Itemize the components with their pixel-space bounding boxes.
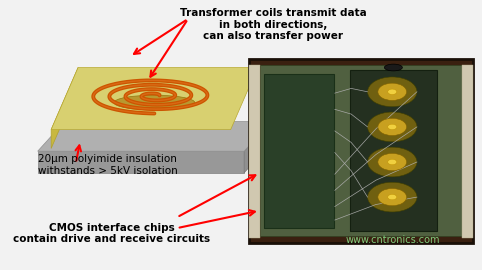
FancyBboxPatch shape	[249, 59, 473, 243]
FancyBboxPatch shape	[260, 65, 462, 236]
Text: CMOS interface chips
contain drive and receive circuits: CMOS interface chips contain drive and r…	[13, 223, 210, 244]
Polygon shape	[38, 122, 271, 151]
Polygon shape	[51, 68, 257, 130]
Circle shape	[368, 182, 417, 212]
Circle shape	[368, 147, 417, 177]
Circle shape	[388, 89, 397, 94]
Circle shape	[378, 188, 407, 206]
Circle shape	[378, 153, 407, 171]
FancyBboxPatch shape	[249, 65, 260, 238]
Polygon shape	[38, 151, 244, 173]
Circle shape	[388, 124, 397, 130]
FancyBboxPatch shape	[462, 65, 473, 238]
Circle shape	[388, 159, 397, 165]
Text: 20μm polyimide insulation
withstands > 5kV isolation: 20μm polyimide insulation withstands > 5…	[38, 154, 177, 176]
Polygon shape	[244, 122, 271, 173]
Circle shape	[368, 112, 417, 142]
Circle shape	[378, 118, 407, 136]
Text: Transformer coils transmit data
in both directions,
can also transfer power: Transformer coils transmit data in both …	[180, 8, 367, 41]
FancyBboxPatch shape	[349, 70, 437, 231]
Ellipse shape	[384, 64, 402, 71]
Circle shape	[368, 77, 417, 107]
Circle shape	[378, 83, 407, 100]
FancyBboxPatch shape	[264, 74, 334, 228]
Polygon shape	[51, 68, 78, 148]
Circle shape	[388, 194, 397, 200]
Ellipse shape	[114, 95, 195, 110]
Text: www.cntronics.com: www.cntronics.com	[345, 235, 440, 245]
